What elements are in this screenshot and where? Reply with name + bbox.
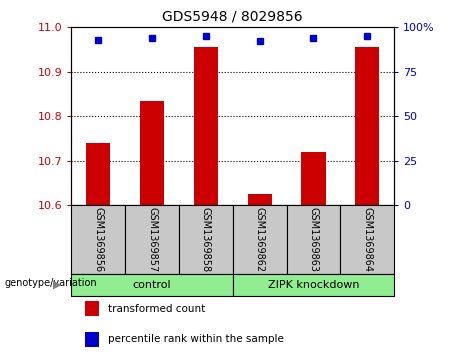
Text: GSM1369858: GSM1369858 <box>201 207 211 272</box>
Text: GSM1369864: GSM1369864 <box>362 207 372 272</box>
Bar <box>340 205 394 274</box>
Text: ZIPK knockdown: ZIPK knockdown <box>268 280 359 290</box>
Bar <box>86 143 111 205</box>
Text: control: control <box>133 280 171 290</box>
Bar <box>248 194 272 205</box>
Bar <box>140 101 164 205</box>
Bar <box>125 205 179 274</box>
Bar <box>71 205 125 274</box>
Text: percentile rank within the sample: percentile rank within the sample <box>108 334 284 344</box>
Bar <box>355 47 379 205</box>
Text: GSM1369863: GSM1369863 <box>308 207 319 272</box>
Bar <box>287 205 340 274</box>
Text: genotype/variation: genotype/variation <box>5 278 97 288</box>
Bar <box>179 205 233 274</box>
Bar <box>233 205 287 274</box>
Text: GSM1369862: GSM1369862 <box>254 207 265 272</box>
Bar <box>194 47 218 205</box>
Bar <box>71 274 233 296</box>
Bar <box>233 274 394 296</box>
Text: GSM1369856: GSM1369856 <box>93 207 103 272</box>
Title: GDS5948 / 8029856: GDS5948 / 8029856 <box>162 9 303 23</box>
Text: ▶: ▶ <box>53 280 62 290</box>
Text: GSM1369857: GSM1369857 <box>147 207 157 272</box>
Bar <box>301 152 325 205</box>
Text: transformed count: transformed count <box>108 303 206 314</box>
